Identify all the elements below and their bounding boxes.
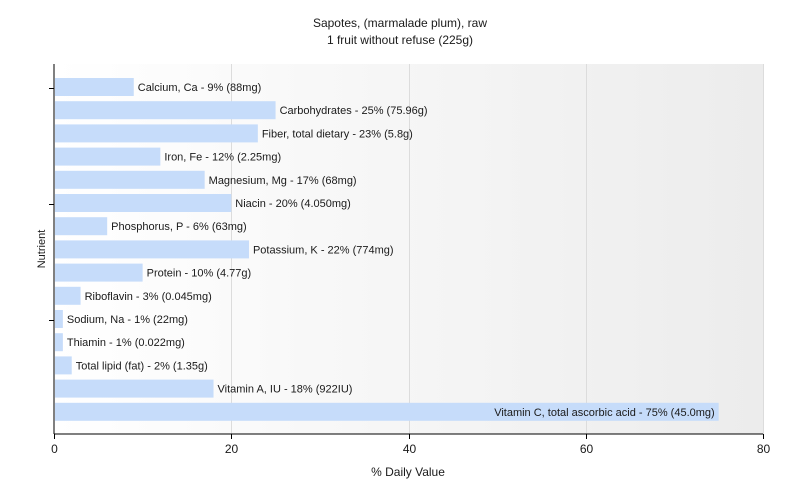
bar-label: Thiamin - 1% (0.022mg): [67, 337, 185, 349]
bar-label: Sodium, Na - 1% (22mg): [67, 314, 188, 326]
x-tick-label: 0: [51, 442, 58, 456]
x-axis-ticks: 0 20 40 60 80: [51, 434, 770, 456]
chart-subtitle: 1 fruit without refuse (225g): [327, 33, 473, 47]
bar: [55, 356, 72, 375]
bar-label: Vitamin C, total ascorbic acid - 75% (45…: [494, 407, 715, 419]
chart-title: Sapotes, (marmalade plum), raw: [313, 16, 487, 30]
bar: [55, 379, 214, 398]
bar-label: Carbohydrates - 25% (75.96g): [280, 105, 428, 117]
bar: [55, 402, 719, 421]
bar: [55, 101, 276, 120]
bar-label: Potassium, K - 22% (774mg): [253, 244, 394, 256]
x-axis-label: % Daily Value: [371, 465, 445, 479]
bar-label: Niacin - 20% (4.050mg): [235, 198, 351, 210]
x-tick-label: 40: [403, 442, 417, 456]
bar-label: Vitamin A, IU - 18% (922IU): [218, 384, 353, 396]
bar-label: Total lipid (fat) - 2% (1.35g): [76, 360, 208, 372]
bar-label: Calcium, Ca - 9% (88mg): [138, 82, 261, 94]
bar: [55, 333, 63, 352]
bar: [55, 286, 81, 305]
bars: [55, 78, 719, 421]
bar: [55, 310, 63, 328]
bar-label: Riboflavin - 3% (0.045mg): [85, 291, 212, 303]
bar-label: Magnesium, Mg - 17% (68mg): [209, 175, 357, 187]
bar-label: Iron, Fe - 12% (2.25mg): [164, 152, 281, 164]
bar: [55, 78, 134, 96]
bar-labels: Calcium, Ca - 9% (88mg) Carbohydrates - 2…: [67, 82, 715, 419]
y-axis-ticks: [49, 88, 54, 321]
y-axis-label: Nutrient: [36, 230, 48, 269]
bar: [55, 147, 161, 166]
bar-label: Phosphorus, P - 6% (63mg): [111, 221, 247, 233]
bar: [55, 170, 205, 189]
bar: [55, 194, 232, 212]
bar: [55, 240, 249, 259]
bar: [55, 217, 108, 236]
bar: [55, 263, 143, 282]
x-tick-label: 80: [757, 442, 771, 456]
x-tick-label: 60: [580, 442, 594, 456]
bar: [55, 124, 258, 143]
x-tick-label: 20: [225, 442, 239, 456]
bar-label: Protein - 10% (4.77g): [147, 268, 252, 280]
bar-label: Fiber, total dietary - 23% (5.8g): [262, 128, 413, 140]
